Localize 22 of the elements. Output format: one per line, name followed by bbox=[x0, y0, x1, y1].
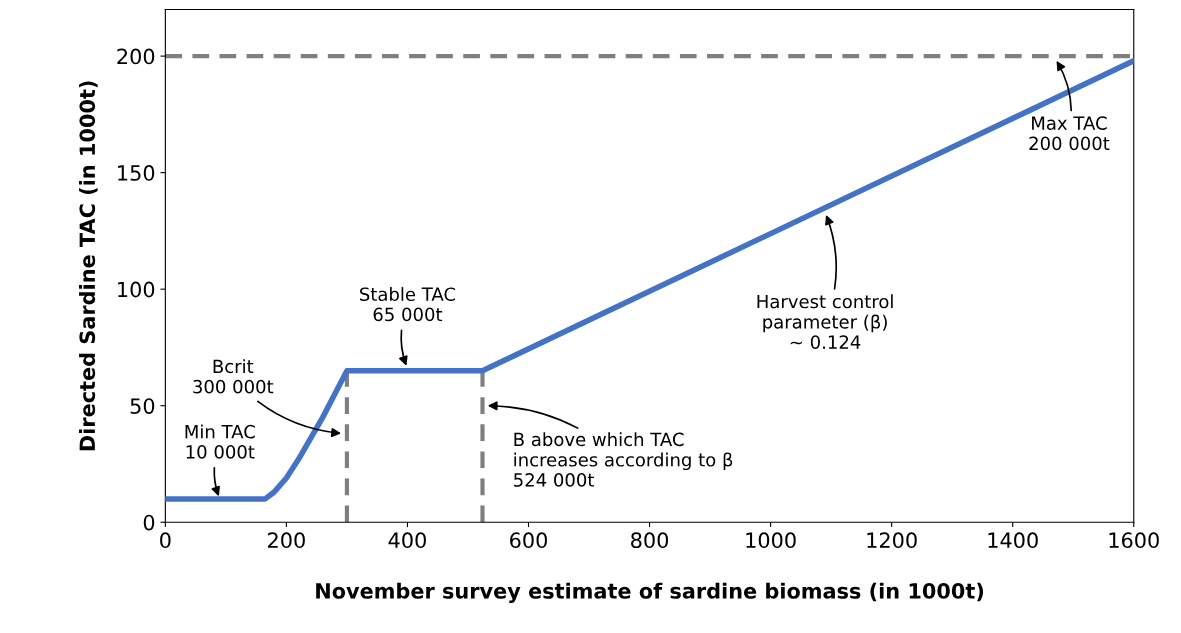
x-tick-label: 600 bbox=[510, 532, 547, 549]
y-tick-label: 150 bbox=[118, 165, 155, 181]
annotation: Max TAC 200 000t bbox=[1029, 116, 1110, 151]
y-tick-label: 100 bbox=[118, 281, 155, 298]
annotation: Stable TAC 65 000t bbox=[360, 287, 456, 322]
y-tick-label: 50 bbox=[130, 398, 155, 414]
x-tick-label: 800 bbox=[631, 532, 669, 549]
annotation: Harvest control parameter (β) ~ 0.124 bbox=[757, 294, 893, 349]
x-tick-label: 1600 bbox=[1109, 532, 1159, 549]
x-tick-label: 400 bbox=[388, 532, 426, 549]
annotation: Bcrit 300 000t bbox=[193, 359, 274, 394]
x-tick-label: 1200 bbox=[867, 532, 917, 549]
x-tick-label: 0 bbox=[160, 532, 171, 549]
y-tick-label: 0 bbox=[143, 514, 155, 531]
annotation: B above which TAC increases according to β 524 000t bbox=[514, 432, 733, 487]
x-axis-title: November survey estimate of sardine biomass (in 1000t) bbox=[316, 582, 984, 603]
y-axis-title: Directed Sardine TAC (in 1000t) bbox=[79, 81, 98, 451]
annotation: Min TAC 10 000t bbox=[185, 424, 255, 459]
x-tick-label: 1400 bbox=[988, 532, 1038, 549]
x-tick-label: 200 bbox=[268, 532, 305, 549]
x-tick-label: 1000 bbox=[746, 532, 796, 549]
y-tick-label: 200 bbox=[117, 48, 155, 65]
